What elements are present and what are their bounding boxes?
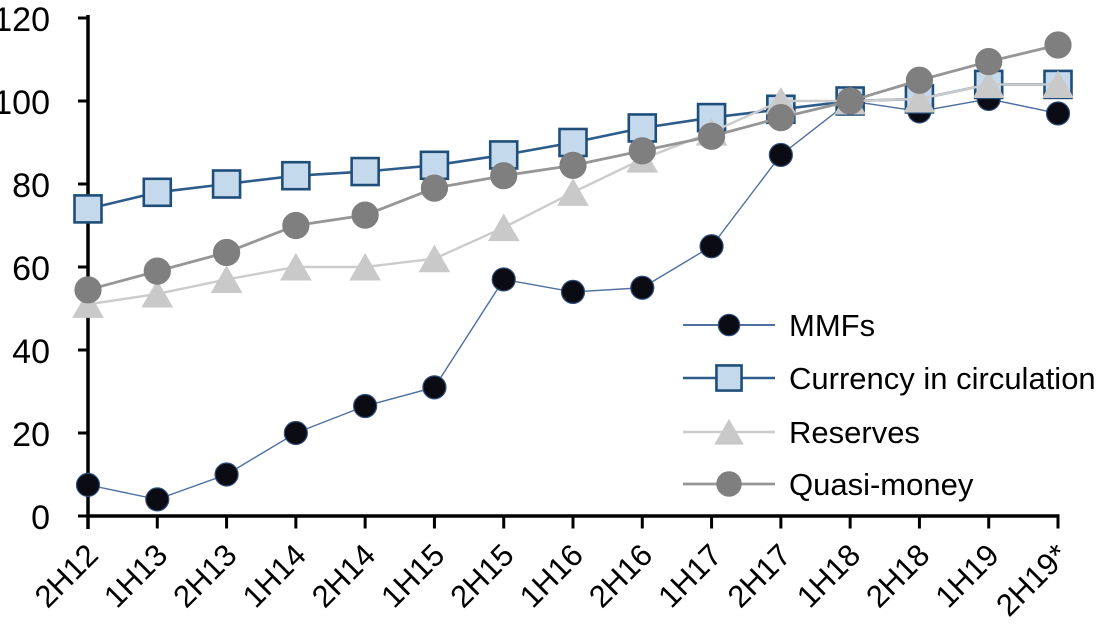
- data-point-mmfs: [491, 267, 516, 292]
- data-point-reserves: [141, 279, 174, 308]
- legend-label-reserves: Reserves: [789, 415, 920, 450]
- data-point-currency-in-circulation: [211, 169, 242, 199]
- data-point-reserves: [903, 84, 936, 113]
- data-point-currency-in-circulation: [142, 177, 173, 208]
- data-point-mmfs: [75, 472, 101, 497]
- legend-label-currency-in-circulation: Currency in circulation: [789, 361, 1096, 396]
- x-tick-label: 2H13: [166, 537, 243, 614]
- data-point-mmfs: [630, 275, 655, 300]
- data-point-quasi-money: [628, 137, 656, 165]
- x-tick-label: 2H14: [305, 537, 382, 614]
- data-point-mmfs: [283, 420, 308, 446]
- x-tick-label: 1H14: [236, 537, 313, 614]
- data-point-quasi-money: [351, 201, 379, 229]
- data-point-quasi-money: [836, 87, 864, 115]
- legend-marker-mmfs: [717, 313, 741, 337]
- data-point-mmfs: [699, 234, 724, 259]
- data-point-currency-in-circulation: [281, 160, 311, 191]
- x-tick-label: 1H18: [790, 537, 867, 614]
- data-point-reserves: [72, 290, 104, 318]
- data-point-currency-in-circulation: [419, 150, 450, 181]
- data-point-quasi-money: [143, 257, 171, 285]
- data-point-reserves: [279, 252, 312, 281]
- data-point-currency-in-circulation: [350, 156, 380, 187]
- x-tick-label: 1H17: [651, 537, 728, 614]
- x-tick-label: 1H15: [374, 537, 451, 614]
- data-point-quasi-money: [905, 66, 934, 94]
- data-point-reserves: [210, 265, 243, 293]
- data-point-mmfs: [1045, 101, 1071, 126]
- x-tick-label: 2H17: [721, 537, 798, 614]
- data-point-mmfs: [422, 375, 447, 400]
- y-tick-label: 20: [12, 416, 50, 454]
- data-point-reserves: [557, 178, 589, 206]
- data-point-quasi-money: [975, 47, 1003, 76]
- x-tick-label: 2H18: [859, 537, 936, 614]
- legend-marker-reserves: [714, 418, 744, 445]
- legend-label-quasi-money: Quasi-money: [789, 467, 974, 502]
- data-point-quasi-money: [490, 162, 518, 190]
- data-point-currency-in-circulation: [558, 127, 588, 158]
- x-tick-label: 2H19*: [989, 537, 1075, 623]
- data-point-currency-in-circulation: [627, 113, 658, 143]
- data-point-quasi-money: [74, 276, 102, 304]
- data-point-mmfs: [214, 462, 239, 487]
- x-tick-label: 2H15: [444, 537, 521, 614]
- data-point-reserves: [972, 70, 1005, 98]
- y-tick-label: 60: [12, 250, 50, 288]
- data-point-quasi-money: [420, 174, 449, 202]
- x-tick-label: 1H13: [97, 537, 174, 614]
- y-tick-label: 100: [0, 84, 50, 122]
- y-tick-label: 120: [0, 1, 50, 39]
- legend-marker-quasi-money: [716, 471, 742, 497]
- x-tick-label: 1H16: [513, 537, 590, 614]
- data-point-reserves: [418, 244, 451, 273]
- data-point-quasi-money: [559, 151, 587, 179]
- x-tick-label: 2H12: [28, 537, 105, 614]
- data-point-mmfs: [768, 142, 793, 168]
- y-tick-label: 80: [12, 167, 50, 205]
- y-tick-label: 0: [31, 499, 50, 537]
- data-point-reserves: [1042, 70, 1074, 98]
- data-point-quasi-money: [767, 103, 795, 132]
- legend-label-mmfs: MMFs: [789, 308, 875, 343]
- y-tick-label: 40: [12, 333, 50, 371]
- data-point-reserves: [487, 213, 520, 242]
- legend-marker-currency-in-circulation: [715, 364, 743, 392]
- data-point-reserves: [349, 252, 382, 281]
- data-point-mmfs: [560, 279, 586, 304]
- data-point-currency-in-circulation: [73, 194, 103, 224]
- data-point-quasi-money: [697, 122, 726, 150]
- data-point-mmfs: [353, 393, 378, 419]
- data-point-quasi-money: [1044, 31, 1072, 59]
- x-tick-label: 2H16: [582, 537, 659, 614]
- data-point-mmfs: [145, 487, 170, 512]
- data-point-quasi-money: [282, 211, 310, 240]
- data-point-quasi-money: [212, 238, 241, 267]
